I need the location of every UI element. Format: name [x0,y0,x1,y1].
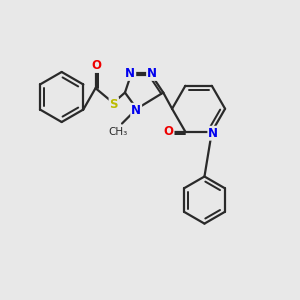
Text: O: O [91,59,101,72]
Text: N: N [208,127,218,140]
Text: N: N [147,67,157,80]
Text: CH₃: CH₃ [109,127,128,137]
Text: S: S [110,98,118,111]
Text: N: N [125,67,135,80]
Text: N: N [131,104,141,117]
Text: O: O [164,125,174,138]
